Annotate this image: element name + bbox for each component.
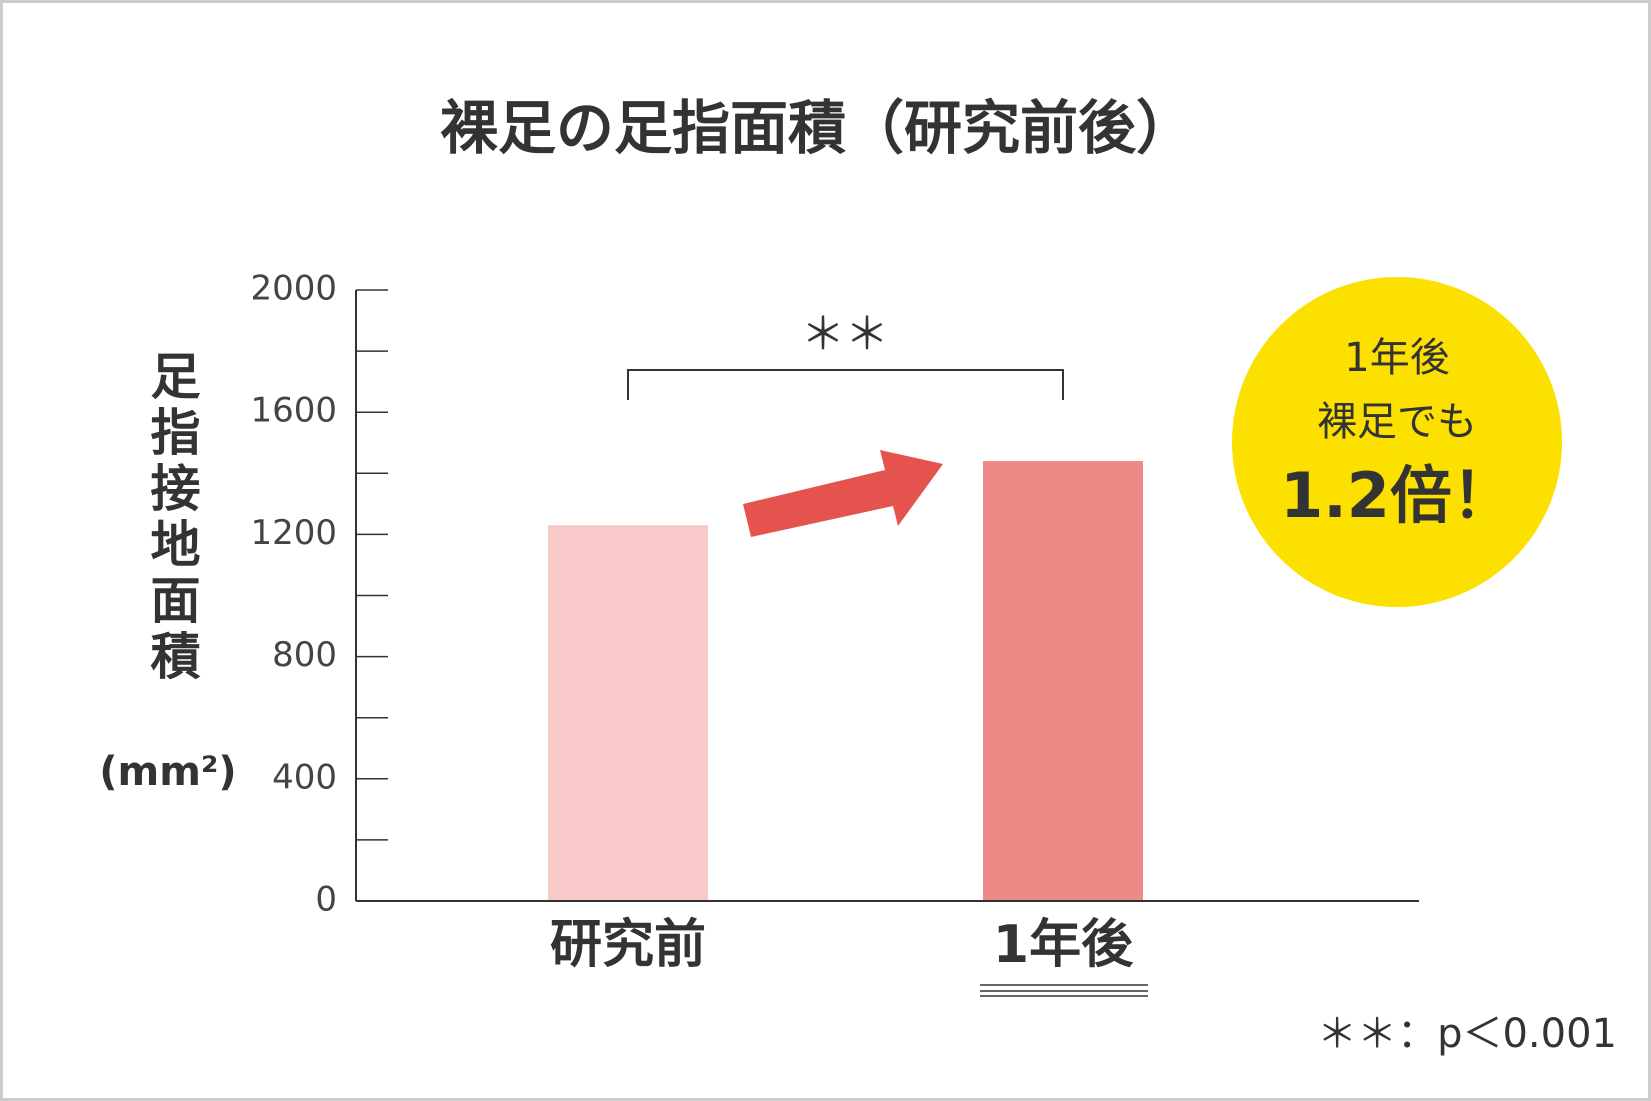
y-tick-label: 0 [315, 880, 337, 920]
y-axis-label: 足指接地面積 [143, 350, 201, 686]
callout-emphasis: 1.2倍！ [1280, 459, 1514, 532]
callout-text: 1年後 [1344, 335, 1449, 381]
y-tick-label: 2000 [250, 269, 337, 309]
footnote: ＊＊：p＜0.001 [1317, 1011, 1617, 1057]
significance-bracket [627, 369, 1064, 400]
significance-label: ＊＊ [801, 309, 889, 360]
y-tick-label: 1600 [250, 391, 337, 431]
double-underline [980, 984, 1148, 997]
callout-text: 裸足でも [1317, 399, 1477, 445]
chart-title: 裸足の足指面積（研究前後） [440, 94, 1194, 162]
bar [983, 461, 1143, 901]
y-tick-label: 800 [272, 635, 337, 675]
y-tick-label: 1200 [250, 513, 337, 553]
x-tick-label: 研究前 [550, 915, 706, 975]
y-axis-unit: (mm²) [99, 749, 236, 795]
arrow [743, 450, 943, 537]
x-tick-label: 1年後 [993, 915, 1134, 975]
y-tick-label: 400 [272, 757, 337, 797]
bar [548, 525, 708, 901]
callout-circle [1232, 277, 1562, 607]
